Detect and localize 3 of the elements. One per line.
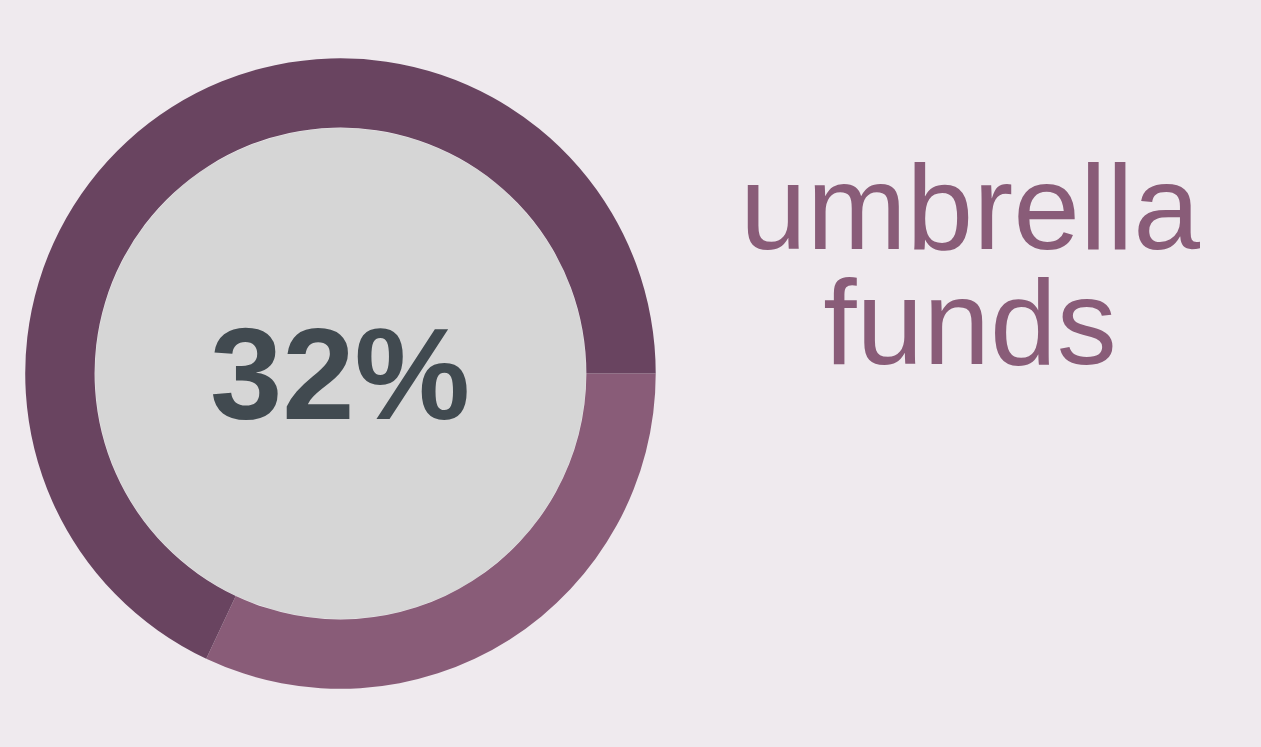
slice-label: umbrella funds <box>738 140 1202 389</box>
data-label: 32% <box>210 301 471 447</box>
donut-slice <box>25 58 656 659</box>
